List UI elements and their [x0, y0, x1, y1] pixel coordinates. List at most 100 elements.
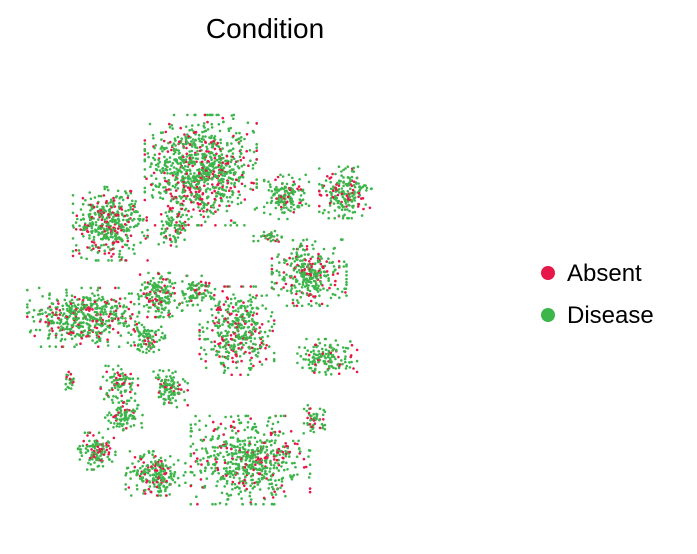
point-disease	[164, 398, 167, 402]
point-disease	[252, 285, 255, 288]
point-disease	[172, 147, 176, 151]
point-disease	[263, 330, 267, 334]
point-disease	[93, 310, 97, 314]
point-disease	[293, 260, 297, 263]
point-disease	[226, 357, 230, 361]
point-disease	[81, 325, 85, 329]
point-absent	[302, 457, 306, 461]
point-absent	[145, 216, 148, 219]
point-disease	[170, 164, 173, 167]
point-disease	[251, 163, 255, 167]
point-absent	[56, 316, 60, 320]
point-disease	[176, 232, 179, 235]
point-disease	[149, 336, 152, 340]
point-disease	[160, 307, 164, 310]
point-disease	[143, 281, 147, 284]
point-disease	[307, 358, 311, 362]
point-disease	[228, 195, 232, 199]
point-absent	[58, 309, 62, 312]
point-disease	[319, 288, 322, 292]
point-disease	[164, 191, 168, 195]
point-disease	[195, 192, 199, 196]
point-absent	[239, 373, 242, 377]
point-disease	[138, 477, 142, 480]
point-disease	[190, 128, 194, 131]
point-disease	[90, 248, 93, 252]
point-disease	[248, 491, 252, 494]
point-disease	[76, 217, 79, 221]
point-absent	[26, 315, 29, 319]
point-absent	[86, 246, 89, 249]
point-disease	[173, 473, 176, 476]
point-disease	[162, 169, 165, 173]
point-disease	[117, 406, 120, 410]
point-absent	[295, 292, 298, 296]
point-disease	[248, 494, 252, 498]
point-absent	[337, 355, 340, 359]
point-disease	[223, 369, 227, 372]
point-disease	[334, 268, 337, 272]
point-disease	[299, 194, 303, 197]
point-disease	[71, 194, 75, 197]
point-disease	[256, 461, 259, 465]
point-disease	[221, 174, 224, 177]
point-disease	[138, 338, 141, 342]
point-disease	[224, 356, 228, 360]
point-disease	[219, 199, 223, 203]
point-disease	[178, 227, 182, 231]
point-absent	[279, 195, 283, 198]
point-disease	[173, 170, 176, 174]
point-disease	[272, 488, 275, 491]
point-disease	[243, 448, 247, 451]
point-disease	[87, 326, 91, 329]
point-disease	[107, 245, 110, 249]
point-disease	[270, 196, 273, 199]
point-disease	[121, 372, 124, 375]
point-disease	[118, 385, 121, 389]
point-disease	[317, 338, 320, 341]
point-disease	[224, 427, 227, 430]
point-disease	[88, 316, 92, 319]
point-disease	[301, 283, 305, 286]
point-disease	[187, 217, 190, 221]
point-disease	[225, 185, 229, 189]
point-disease	[88, 458, 91, 462]
point-disease	[195, 292, 198, 295]
point-disease	[105, 319, 108, 323]
point-disease	[84, 447, 88, 450]
point-disease	[126, 399, 129, 403]
point-disease	[339, 179, 342, 183]
point-disease	[206, 167, 210, 171]
point-disease	[183, 380, 187, 383]
point-absent	[225, 154, 229, 158]
point-disease	[327, 211, 330, 214]
point-disease	[262, 433, 266, 436]
point-disease	[187, 175, 190, 179]
point-disease	[105, 445, 108, 449]
point-disease	[226, 143, 229, 147]
point-disease	[266, 454, 270, 457]
point-disease	[234, 472, 237, 475]
point-disease	[238, 193, 241, 197]
point-disease	[282, 187, 285, 191]
point-disease	[311, 243, 314, 247]
point-disease	[132, 243, 136, 247]
point-disease	[207, 171, 210, 175]
point-disease	[282, 452, 285, 456]
point-disease	[323, 337, 327, 341]
point-disease	[171, 371, 174, 375]
point-absent	[199, 280, 203, 284]
point-absent	[69, 330, 73, 334]
scatter-points	[26, 113, 373, 506]
point-disease	[157, 185, 161, 188]
point-disease	[85, 257, 88, 261]
point-absent	[146, 259, 149, 262]
point-disease	[315, 301, 318, 305]
point-disease	[26, 288, 29, 292]
point-disease	[209, 291, 213, 295]
point-disease	[169, 390, 173, 393]
point-absent	[147, 300, 151, 304]
point-disease	[326, 288, 329, 292]
point-disease	[95, 336, 99, 339]
point-absent	[255, 294, 258, 297]
